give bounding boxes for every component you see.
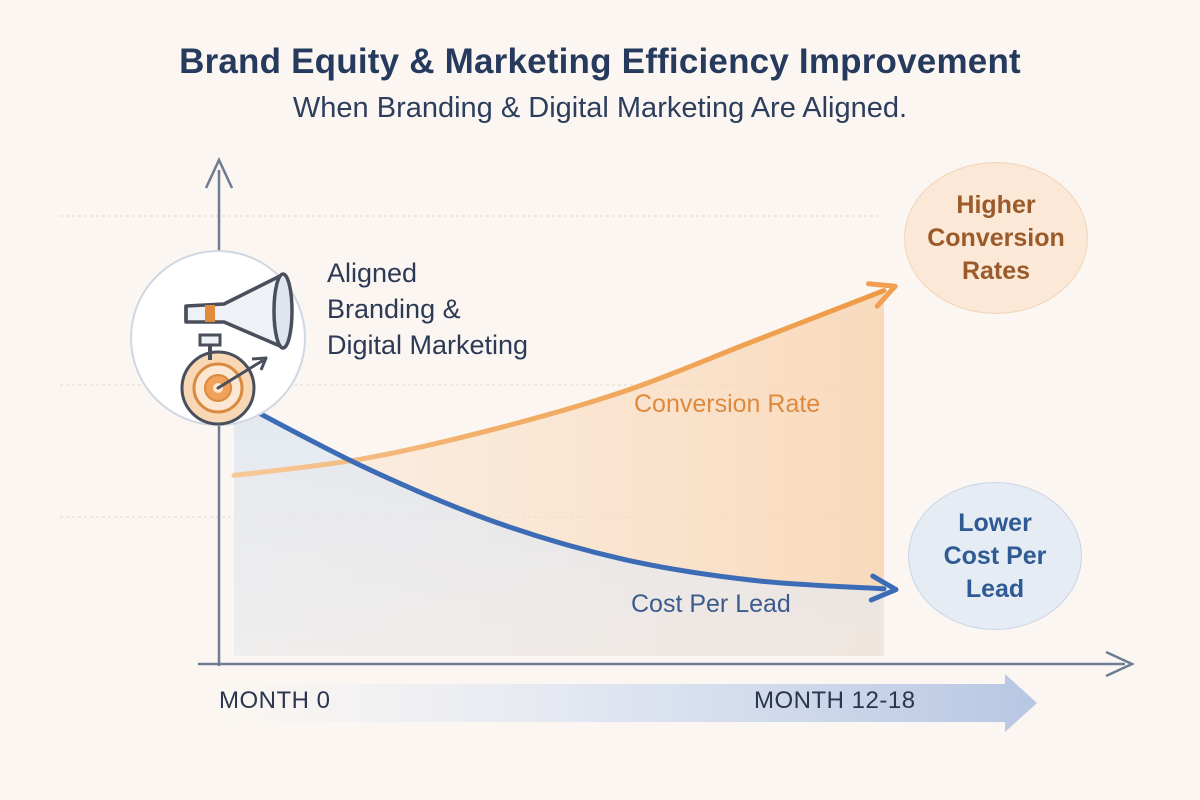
- cost-per-lead-point: [362, 465, 366, 469]
- conversion-rate-point: [622, 389, 626, 393]
- x-axis: [198, 650, 1135, 678]
- conversion-rate-point: [752, 339, 756, 343]
- cost-per-lead-area: [234, 399, 884, 656]
- chart-title: Brand Equity & Marketing Efficiency Impr…: [179, 42, 1021, 81]
- callout-line-3: Digital Marketing: [327, 330, 529, 360]
- conversion-rate-arrowhead: [865, 281, 898, 309]
- bubble-low-line-3: Lead: [965, 574, 1025, 603]
- bubble-high-line-3: Rates: [961, 256, 1031, 285]
- conversion-rate-label: Conversion Rate: [634, 390, 821, 418]
- cost-per-lead-arrowhead: [868, 573, 899, 603]
- conversion-rate-point: [492, 427, 496, 431]
- lower-cost-bubble: Lower Cost Per Lead: [908, 482, 1082, 630]
- conversion-rate-point: [232, 473, 236, 477]
- conversion-rate-point: [362, 457, 366, 461]
- higher-conversion-bubble: Higher Conversion Rates: [904, 162, 1088, 314]
- callout-line-1: Aligned: [327, 258, 418, 288]
- cost-per-lead-line: [231, 397, 887, 592]
- megaphone-target-badge: [130, 250, 306, 426]
- cost-per-lead-point: [752, 578, 756, 582]
- chart-subtitle: When Branding & Digital Marketing Are Al…: [292, 92, 908, 124]
- callout-line-2: Branding &: [327, 294, 461, 324]
- x-tick-month-0: MONTH 0: [219, 687, 331, 714]
- bubble-high-line-1: Higher: [956, 190, 1036, 219]
- timeline-band-arrow: [213, 674, 1037, 732]
- conversion-rate-point: [882, 289, 886, 293]
- bubble-low-line-2: Cost Per: [943, 541, 1047, 570]
- target-icon: [180, 350, 268, 426]
- cost-per-lead-point: [882, 587, 886, 591]
- cost-per-lead-point: [492, 520, 496, 524]
- bubble-low-line-1: Lower: [958, 508, 1032, 537]
- bubble-high-line-2: Conversion: [927, 223, 1065, 252]
- aligned-callout: Aligned Branding & Digital Marketing: [327, 255, 528, 363]
- x-tick-month-12-18: MONTH 12-18: [754, 687, 916, 714]
- cost-per-lead-label: Cost Per Lead: [631, 590, 791, 618]
- cost-per-lead-point: [622, 557, 626, 561]
- megaphone-icon: [184, 272, 294, 360]
